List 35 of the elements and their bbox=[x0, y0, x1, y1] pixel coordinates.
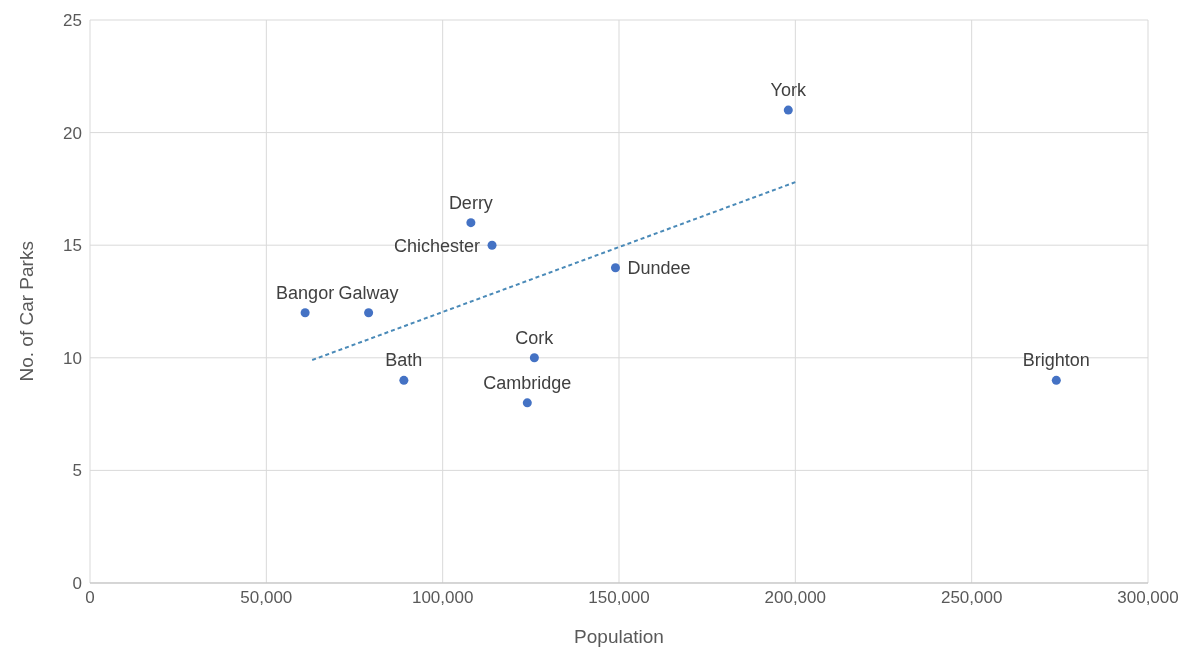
annotation: Cambridge bbox=[483, 372, 572, 393]
y-axis-title: No. of Car Parks bbox=[15, 241, 37, 382]
x-tick-label: 250,000 bbox=[940, 588, 1003, 608]
point bbox=[1051, 375, 1061, 385]
x-tick-label: 0 bbox=[85, 588, 95, 608]
point bbox=[300, 308, 310, 318]
y-tick-label: 10 bbox=[63, 348, 82, 368]
annotation: York bbox=[770, 80, 807, 101]
x-tick-label: 200,000 bbox=[764, 588, 827, 608]
x-tick-label: 300,000 bbox=[1117, 588, 1179, 608]
x-tick-label: 150,000 bbox=[588, 588, 650, 608]
point bbox=[364, 308, 374, 318]
y-tick-label: 25 bbox=[63, 11, 82, 31]
point bbox=[529, 353, 539, 363]
y-tick-label: 0 bbox=[72, 574, 82, 594]
point bbox=[783, 105, 793, 115]
annotation: Bangor bbox=[276, 282, 335, 303]
point bbox=[487, 240, 497, 250]
y-tick-label: 20 bbox=[63, 123, 82, 143]
annotation: Cork bbox=[515, 327, 555, 348]
point bbox=[522, 398, 532, 408]
annotation: Galway bbox=[338, 282, 399, 303]
point bbox=[610, 263, 620, 273]
y-tick-label: 15 bbox=[63, 236, 82, 256]
point bbox=[399, 375, 409, 385]
annotation: Derry bbox=[448, 192, 493, 213]
annotation: Brighton bbox=[1022, 350, 1090, 371]
x-tick-label: 50,000 bbox=[240, 588, 293, 608]
annotation: Chichester bbox=[393, 235, 481, 256]
annotation: Bath bbox=[385, 350, 423, 371]
x-axis-title: Population bbox=[574, 626, 664, 647]
x-tick-label: 100,000 bbox=[411, 588, 474, 608]
annotation: Dundee bbox=[627, 258, 691, 279]
point bbox=[466, 218, 476, 228]
y-tick-label: 5 bbox=[72, 461, 82, 481]
